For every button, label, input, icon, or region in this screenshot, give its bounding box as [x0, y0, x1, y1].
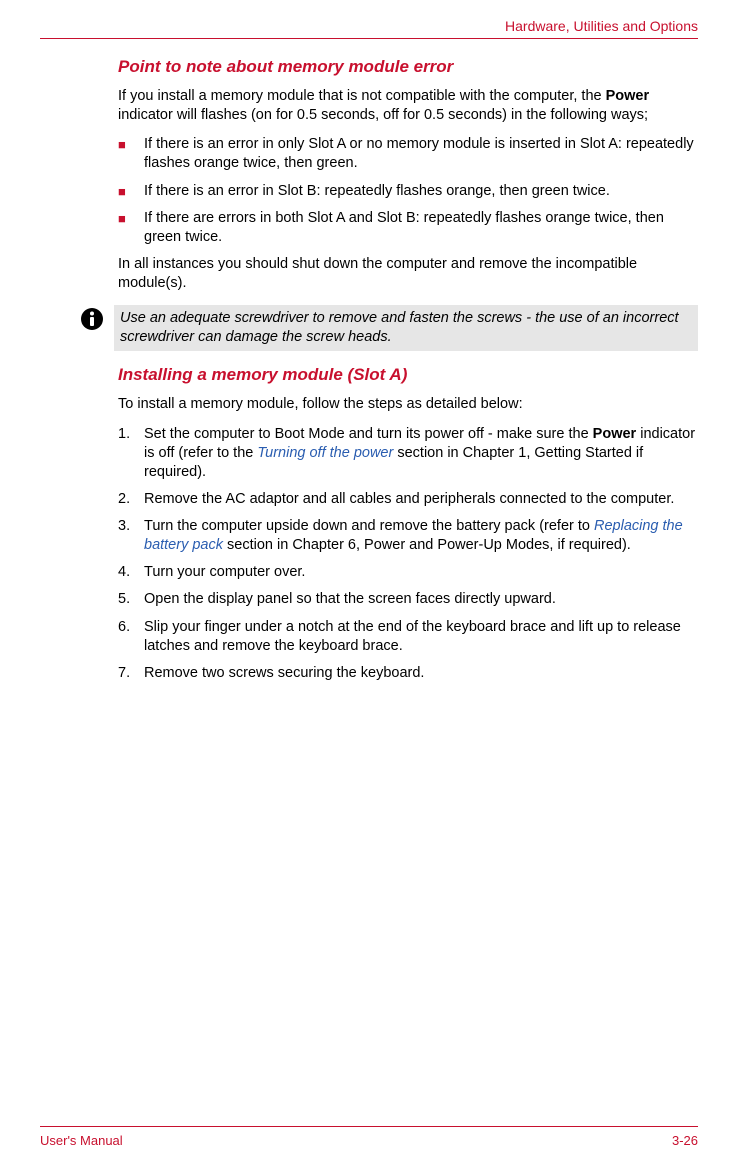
page-footer: User's Manual 3-26 [40, 1126, 698, 1148]
list-item: Remove two screws securing the keyboard. [118, 664, 698, 683]
para-install-intro: To install a memory module, follow the s… [118, 395, 698, 414]
install-steps-list: Set the computer to Boot Mode and turn i… [118, 425, 698, 683]
link-turning-off-power[interactable]: Turning off the power [257, 445, 393, 461]
step1-a: Set the computer to Boot Mode and turn i… [144, 426, 593, 442]
list-item: Set the computer to Boot Mode and turn i… [118, 425, 698, 482]
list-item: Turn the computer upside down and remove… [118, 517, 698, 555]
info-note-box: Use an adequate screwdriver to remove an… [80, 305, 698, 351]
footer-manual-label: User's Manual [40, 1133, 123, 1148]
heading-memory-error: Point to note about memory module error [118, 57, 698, 77]
para-outro-error: In all instances you should shut down th… [118, 255, 698, 293]
error-bullet-list: If there is an error in only Slot A or n… [118, 135, 698, 247]
list-item: Turn your computer over. [118, 563, 698, 582]
list-item: Open the display panel so that the scree… [118, 590, 698, 609]
list-item: Slip your finger under a notch at the en… [118, 618, 698, 656]
list-item: If there are errors in both Slot A and S… [118, 209, 698, 247]
step3-b: section in Chapter 6, Power and Power-Up… [223, 537, 631, 553]
info-note-text: Use an adequate screwdriver to remove an… [114, 305, 698, 351]
list-item: Remove the AC adaptor and all cables and… [118, 490, 698, 509]
header-rule [40, 38, 698, 39]
step1-bold-power: Power [593, 426, 637, 442]
main-content: Point to note about memory module error … [118, 57, 698, 683]
intro-prefix: If you install a memory module that is n… [118, 88, 606, 104]
list-item: If there is an error in Slot B: repeated… [118, 182, 698, 201]
footer-rule [40, 1126, 698, 1127]
header-section-title: Hardware, Utilities and Options [40, 18, 698, 38]
heading-install-slot-a: Installing a memory module (Slot A) [118, 365, 698, 385]
list-item: If there is an error in only Slot A or n… [118, 135, 698, 173]
intro-bold-power: Power [606, 88, 650, 104]
step3-a: Turn the computer upside down and remove… [144, 518, 594, 534]
para-intro-error: If you install a memory module that is n… [118, 87, 698, 125]
footer-page-number: 3-26 [672, 1133, 698, 1148]
intro-suffix: indicator will flashes (on for 0.5 secon… [118, 107, 648, 123]
info-icon [80, 307, 104, 336]
